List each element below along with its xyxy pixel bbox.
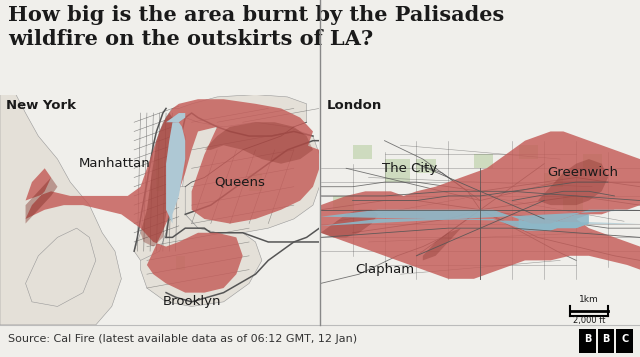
Polygon shape	[385, 159, 410, 182]
Polygon shape	[179, 118, 319, 233]
Text: Manhattan: Manhattan	[79, 157, 151, 170]
Text: Source: Cal Fire (latest available data as of 06:12 GMT, 12 Jan): Source: Cal Fire (latest available data …	[8, 334, 357, 345]
Polygon shape	[166, 113, 185, 122]
Text: Greenwich: Greenwich	[547, 166, 618, 180]
Text: C: C	[621, 334, 628, 345]
Polygon shape	[518, 214, 589, 231]
Text: London: London	[327, 99, 382, 112]
Text: New York: New York	[6, 99, 76, 112]
Polygon shape	[141, 187, 262, 306]
FancyBboxPatch shape	[616, 329, 633, 353]
Text: B: B	[584, 334, 591, 345]
Polygon shape	[321, 131, 640, 279]
Polygon shape	[321, 210, 378, 237]
Polygon shape	[474, 155, 493, 168]
Polygon shape	[26, 228, 96, 306]
Polygon shape	[333, 196, 353, 210]
FancyBboxPatch shape	[579, 329, 596, 353]
Polygon shape	[157, 159, 163, 191]
Text: Queens: Queens	[214, 176, 265, 188]
Polygon shape	[538, 159, 608, 205]
Polygon shape	[166, 122, 185, 223]
Polygon shape	[417, 159, 436, 173]
Text: 2,000 ft: 2,000 ft	[573, 316, 605, 325]
Polygon shape	[175, 256, 185, 270]
Text: Clapham: Clapham	[355, 263, 414, 276]
Polygon shape	[26, 177, 58, 223]
Polygon shape	[134, 109, 182, 260]
Polygon shape	[141, 113, 175, 247]
Text: B: B	[602, 334, 610, 345]
Polygon shape	[423, 228, 461, 260]
Polygon shape	[563, 196, 582, 210]
Polygon shape	[353, 145, 372, 159]
Polygon shape	[544, 173, 563, 187]
Text: How big is the area burnt by the Palisades
wildfire on the outskirts of LA?: How big is the area burnt by the Palisad…	[8, 5, 504, 49]
Text: 1km: 1km	[579, 295, 599, 304]
Polygon shape	[26, 99, 319, 293]
Text: Brooklyn: Brooklyn	[163, 295, 221, 308]
Polygon shape	[204, 122, 313, 164]
Polygon shape	[582, 155, 602, 168]
Polygon shape	[249, 173, 262, 191]
Polygon shape	[166, 95, 307, 136]
FancyBboxPatch shape	[598, 329, 614, 353]
Polygon shape	[518, 145, 538, 159]
Polygon shape	[0, 95, 122, 325]
Polygon shape	[321, 210, 640, 231]
Text: The City: The City	[383, 162, 438, 175]
